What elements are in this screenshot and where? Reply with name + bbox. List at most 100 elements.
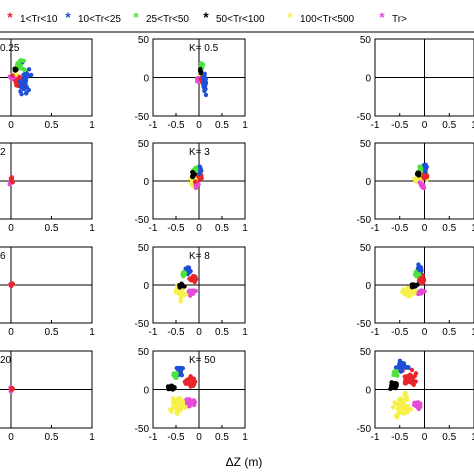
y-tick-label: 0 bbox=[143, 177, 149, 188]
x-tick-label: -0.5 bbox=[391, 120, 409, 131]
data-point-yellow bbox=[396, 397, 402, 402]
data-point-blue bbox=[20, 80, 26, 85]
x-tick-label: 0.5 bbox=[45, 327, 59, 338]
data-point-red bbox=[410, 376, 416, 381]
x-tick-label: 0.5 bbox=[442, 120, 456, 131]
y-tick-label: 0 bbox=[143, 281, 149, 292]
data-point-red bbox=[185, 381, 190, 386]
panel-points bbox=[412, 162, 430, 191]
x-tick-label: 1 bbox=[89, 120, 95, 131]
data-point-red bbox=[409, 367, 415, 373]
data-point-yellow bbox=[180, 402, 186, 407]
data-point-black bbox=[190, 173, 196, 179]
data-point-red bbox=[192, 279, 197, 285]
panel-label: K= 3 bbox=[189, 147, 210, 158]
panel: 50 0 -50-1 -0.5 0 0.5 1 K= 3 bbox=[135, 139, 249, 234]
x-tick-label: 0.5 bbox=[45, 120, 59, 131]
y-tick-label: 0 bbox=[365, 177, 371, 188]
data-point-blue bbox=[21, 72, 26, 77]
data-point-yellow bbox=[178, 408, 184, 413]
legend-marker: * bbox=[203, 9, 209, 25]
data-point-magenta bbox=[9, 76, 14, 82]
panel: 50 0 -50-1 -0.5 0 0.5 1 K= 8 bbox=[135, 243, 249, 338]
data-point-blue bbox=[21, 76, 26, 81]
x-tick-label: 0 bbox=[422, 432, 428, 443]
panel-points bbox=[400, 262, 427, 299]
data-point-green bbox=[181, 269, 186, 275]
data-point-black bbox=[167, 386, 173, 391]
legend-marker: * bbox=[133, 9, 139, 25]
data-point-yellow bbox=[171, 396, 176, 401]
data-point-green bbox=[21, 58, 26, 64]
x-tick-label: 1 bbox=[242, 223, 248, 234]
y-tick-label: -50 bbox=[357, 319, 372, 330]
y-tick-label: 50 bbox=[138, 139, 150, 150]
x-tick-label: 0 bbox=[422, 223, 428, 234]
y-tick-label: 0 bbox=[365, 74, 371, 85]
x-tick-label: 1 bbox=[89, 432, 95, 443]
data-point-green bbox=[22, 67, 27, 73]
x-tick-label: -0.5 bbox=[167, 432, 185, 443]
legend-marker: * bbox=[287, 9, 293, 25]
panel: 0 0.5 1 2 bbox=[0, 142, 95, 234]
data-point-yellow bbox=[402, 397, 408, 402]
legend-label: 1<Tr<10 bbox=[20, 14, 58, 25]
y-tick-label: -50 bbox=[135, 215, 150, 226]
x-tick-label: 1 bbox=[471, 223, 474, 234]
x-tick-label: 0 bbox=[8, 327, 14, 338]
x-tick-label: 0.5 bbox=[442, 327, 456, 338]
legend-label: 100<Tr<500 bbox=[300, 14, 355, 25]
y-tick-label: 0 bbox=[143, 74, 149, 85]
x-tick-label: -0.5 bbox=[391, 432, 409, 443]
data-point-blue bbox=[405, 365, 411, 370]
data-point-green bbox=[173, 371, 179, 376]
data-point-red bbox=[187, 377, 193, 383]
data-point-black bbox=[411, 282, 417, 288]
data-point-red bbox=[405, 377, 411, 382]
data-point-blue bbox=[398, 369, 404, 374]
data-point-red bbox=[416, 278, 422, 283]
x-tick-label: 0 bbox=[422, 327, 428, 338]
x-tick-label: -0.5 bbox=[167, 223, 185, 234]
panel-label: K= 0.5 bbox=[189, 43, 219, 54]
data-point-red bbox=[403, 381, 408, 386]
x-tick-label: -1 bbox=[371, 327, 380, 338]
panel-label: 2 bbox=[0, 147, 6, 158]
data-point-blue bbox=[423, 167, 428, 172]
y-tick-label: -50 bbox=[357, 112, 372, 123]
data-point-blue bbox=[201, 80, 206, 86]
x-tick-label: 0 bbox=[422, 120, 428, 131]
x-tick-label: 0 bbox=[8, 223, 14, 234]
data-point-magenta bbox=[193, 185, 199, 191]
data-point-yellow bbox=[392, 400, 397, 405]
data-point-red bbox=[193, 179, 198, 184]
data-point-red bbox=[191, 381, 197, 387]
y-tick-label: 50 bbox=[360, 35, 372, 46]
y-tick-label: 50 bbox=[138, 35, 150, 46]
y-tick-label: -50 bbox=[135, 424, 150, 435]
data-point-magenta bbox=[419, 183, 424, 189]
data-point-red bbox=[424, 173, 430, 179]
x-axis-label: ΔZ (m) bbox=[226, 455, 263, 469]
x-tick-label: -1 bbox=[371, 432, 380, 443]
y-tick-label: 50 bbox=[360, 139, 372, 150]
data-point-green bbox=[417, 166, 423, 171]
data-point-yellow bbox=[177, 400, 182, 405]
data-point-black bbox=[393, 385, 398, 391]
data-point-yellow bbox=[178, 299, 183, 304]
y-tick-label: -50 bbox=[135, 319, 150, 330]
data-point-red bbox=[409, 380, 414, 385]
y-tick-label: 0 bbox=[143, 386, 149, 397]
data-point-blue bbox=[198, 167, 204, 172]
x-tick-label: -0.5 bbox=[391, 223, 409, 234]
data-point-red bbox=[10, 180, 15, 185]
data-point-yellow bbox=[178, 396, 183, 401]
panel: 50 0 -50-1 -0.5 0 0.5 1 bbox=[357, 139, 474, 234]
panel: 50 0 -50-1 -0.5 0 0.5 1 bbox=[357, 35, 474, 131]
data-point-yellow bbox=[412, 176, 417, 182]
panel-label: 6 bbox=[0, 251, 6, 262]
panel-points bbox=[7, 281, 16, 289]
panel: 50 0 -50-1 -0.5 0 0.5 1 bbox=[357, 243, 474, 338]
y-tick-label: 0 bbox=[365, 386, 371, 397]
x-tick-label: 0 bbox=[196, 432, 202, 443]
